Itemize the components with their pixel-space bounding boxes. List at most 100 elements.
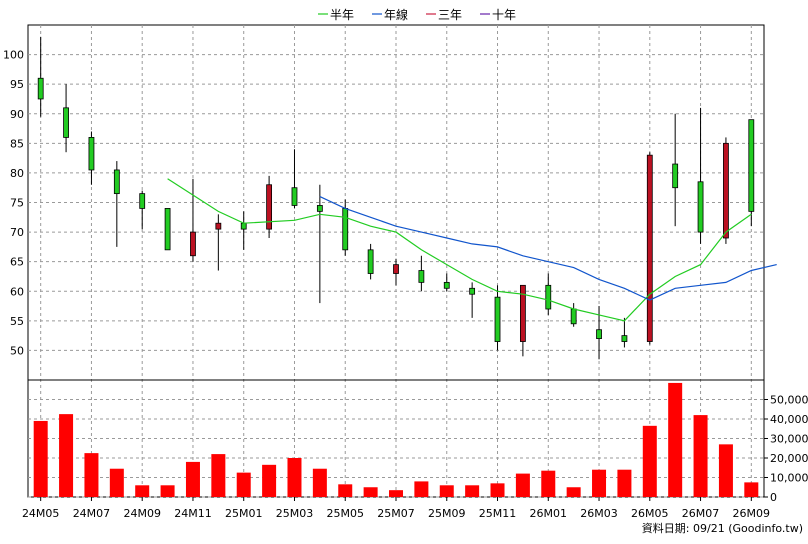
price-tick-label: 60 bbox=[10, 285, 24, 298]
candle-body bbox=[164, 208, 171, 251]
volume-bar bbox=[693, 415, 708, 497]
candle-body bbox=[316, 205, 323, 212]
candle-body bbox=[139, 193, 146, 209]
candle-body bbox=[393, 264, 399, 274]
candle-body bbox=[266, 184, 273, 230]
price-tick-label: 95 bbox=[10, 78, 24, 91]
candle-body bbox=[367, 249, 374, 274]
volume-bar bbox=[566, 487, 581, 497]
candle-body bbox=[113, 169, 120, 195]
volume-tick-label: 0 bbox=[770, 491, 777, 504]
volume-bar bbox=[744, 482, 759, 497]
legend-label: 半年 bbox=[330, 8, 354, 22]
volume-bar bbox=[262, 464, 277, 497]
x-tick-label: 25M01 bbox=[225, 507, 263, 520]
volume-bar bbox=[617, 469, 632, 497]
volume-bar bbox=[211, 454, 226, 497]
price-tick-label: 80 bbox=[10, 167, 24, 180]
x-tick-label: 26M05 bbox=[631, 507, 669, 520]
volume-bar bbox=[338, 484, 353, 497]
volume-bar bbox=[389, 490, 403, 497]
candle-body bbox=[63, 107, 69, 138]
x-tick-label: 25M09 bbox=[428, 507, 466, 520]
x-tick-label: 24M07 bbox=[73, 507, 111, 520]
price-tick-label: 100 bbox=[3, 49, 24, 62]
candle-body bbox=[748, 119, 755, 212]
volume-bar bbox=[236, 472, 251, 497]
candle-body bbox=[418, 270, 425, 283]
volume-bar bbox=[414, 481, 429, 497]
data-date-note: 資料日期: 09/21 (Goodinfo.tw) bbox=[642, 521, 803, 535]
candle-body bbox=[570, 308, 577, 325]
price-tick-label: 75 bbox=[10, 197, 24, 210]
candle-body bbox=[672, 163, 679, 189]
legend-label: 年線 bbox=[384, 7, 408, 22]
volume-bar bbox=[490, 483, 505, 497]
volume-bar bbox=[515, 473, 530, 497]
price-tick-label: 90 bbox=[10, 108, 24, 121]
x-tick-label: 26M09 bbox=[733, 507, 771, 520]
candle-body bbox=[291, 187, 298, 206]
candle-body bbox=[621, 335, 628, 342]
price-tick-label: 55 bbox=[10, 315, 24, 328]
x-axis: 24M05 24M07 24M09 24M11 25M01 25M03 25M05 25M07… bbox=[22, 497, 770, 520]
candle-body bbox=[723, 142, 729, 239]
x-tick-label: 24M11 bbox=[174, 507, 212, 520]
candle-body bbox=[545, 284, 552, 310]
volume-panel: 0 10,000 20,000 30,000 40,000 50,000 bbox=[27, 379, 808, 504]
moving-average-line bbox=[167, 178, 752, 322]
volume-bar bbox=[160, 485, 175, 497]
volume-bar bbox=[109, 468, 124, 497]
x-tick-label: 25M11 bbox=[479, 507, 517, 520]
legend-label: 十年 bbox=[492, 8, 516, 22]
candle-body bbox=[190, 231, 196, 257]
candle-body bbox=[494, 296, 501, 342]
volume-bar bbox=[668, 382, 683, 497]
candle-body bbox=[88, 137, 95, 171]
volume-tick-label: 30,000 bbox=[770, 433, 808, 446]
x-tick-label: 24M05 bbox=[22, 507, 60, 520]
volume-bar bbox=[135, 485, 150, 497]
volume-bar bbox=[718, 444, 733, 497]
volume-bar bbox=[185, 461, 200, 497]
price-tick-label: 65 bbox=[10, 256, 24, 269]
volume-bar bbox=[312, 468, 327, 497]
price-panel: 50 55 60 65 70 75 80 85 90 95 100 bbox=[3, 24, 777, 497]
volume-bar bbox=[287, 458, 302, 497]
volume-bar bbox=[592, 469, 607, 497]
volume-bar bbox=[84, 453, 99, 497]
volume-bar bbox=[465, 485, 480, 497]
volume-tick-label: 40,000 bbox=[770, 413, 808, 426]
volume-tick-label: 10,000 bbox=[770, 472, 808, 485]
x-tick-label: 26M07 bbox=[682, 507, 720, 520]
x-tick-label: 26M03 bbox=[580, 507, 618, 520]
volume-bar bbox=[642, 425, 657, 497]
legend-label: 三年 bbox=[438, 8, 462, 22]
candle-body bbox=[697, 181, 704, 233]
x-tick-label: 25M05 bbox=[326, 507, 364, 520]
candle-body bbox=[443, 281, 450, 289]
candle-body bbox=[37, 77, 44, 100]
price-tick-label: 70 bbox=[10, 226, 24, 239]
x-tick-label: 25M03 bbox=[276, 507, 314, 520]
candle-body bbox=[240, 222, 247, 230]
candle-body bbox=[215, 222, 222, 230]
volume-bar bbox=[33, 420, 48, 497]
candle-body bbox=[646, 154, 653, 342]
volume-bar bbox=[541, 470, 556, 497]
x-tick-label: 25M07 bbox=[377, 507, 415, 520]
x-tick-label: 24M09 bbox=[123, 507, 161, 520]
volume-bar bbox=[363, 487, 378, 497]
x-tick-label: 26M01 bbox=[530, 507, 568, 520]
volume-bar bbox=[59, 414, 74, 497]
candle-body bbox=[342, 208, 349, 251]
volume-tick-label: 20,000 bbox=[770, 452, 808, 465]
candle-body bbox=[469, 287, 476, 295]
price-tick-label: 50 bbox=[10, 344, 24, 357]
candle-body bbox=[519, 284, 526, 342]
volume-tick-label: 50,000 bbox=[770, 394, 808, 407]
moving-average-line bbox=[319, 196, 777, 301]
volume-bar bbox=[439, 485, 454, 497]
